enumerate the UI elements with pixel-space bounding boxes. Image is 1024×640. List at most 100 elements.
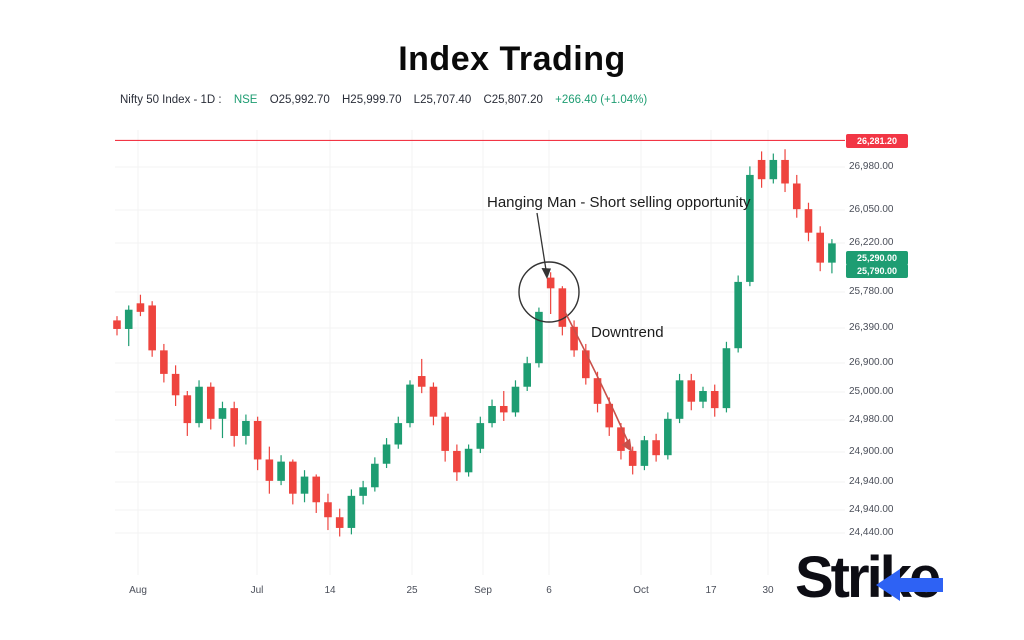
candle-body [253,420,262,460]
y-tick-label: 25,000.00 [849,386,894,397]
candle [441,412,449,462]
candle-body [570,326,578,351]
candle-body [124,309,133,329]
candle [218,401,227,439]
candle [757,151,766,188]
candle [242,414,250,445]
candle-body [289,461,297,494]
candle-body [195,386,203,424]
annotation-downtrend: Downtrend [591,324,664,341]
candle-body [300,476,309,494]
candle [347,489,356,535]
candle [417,358,426,394]
x-tick-label: 30 [762,585,774,596]
candle-body [699,391,707,402]
x-tick-label: Jul [250,585,264,596]
candle-body [828,243,836,263]
candle-body [582,350,590,379]
price-change: +266.40 (+1.04%) [555,94,648,106]
candle [804,202,813,242]
annotation-arrow [536,212,547,271]
x-tick-label: Sep [474,585,492,596]
symbol-header: Nifty 50 Index - 1D : NSE O25,992.70 H25… [120,94,656,106]
candle [605,397,614,436]
candle [230,401,238,447]
candle [335,508,344,537]
y-tick-label: 25,780.00 [849,286,894,297]
y-tick-label: 26,220.00 [849,237,894,248]
x-tick-label: 17 [705,585,717,596]
y-tick-label: 26,050.00 [849,204,894,215]
candle-body [628,450,637,466]
candle-body [394,423,403,445]
candle [781,149,789,193]
downtrend-arrowhead [621,438,632,452]
candle [523,356,531,392]
candle [453,444,461,481]
candle-body [113,320,121,329]
y-tick-label: 26,900.00 [849,357,894,368]
ohlc-close: C25,807.20 [483,94,543,106]
candle-body [593,378,602,404]
candle-body [417,376,426,387]
candle [558,286,567,336]
candle-body [148,305,156,351]
candle-body [675,380,684,419]
candle [593,371,602,413]
candle-body [453,450,461,473]
candle-body [242,420,250,436]
ohlc-high: H25,999.70 [342,94,402,106]
candle [570,320,578,357]
candle [640,435,649,471]
x-tick-label: Oct [633,585,649,596]
candle-body [476,423,485,449]
candle [664,412,672,460]
candle [394,416,403,449]
candle [699,386,707,409]
candle [746,166,754,287]
candle [253,416,262,471]
candle-body [792,183,801,210]
candle [628,446,637,475]
candle [277,455,285,486]
candle-body [535,311,543,364]
page-title: Index Trading [398,40,626,78]
candle-body [160,350,168,374]
candle-body [312,476,321,503]
candle [687,373,696,411]
candle-body [464,448,473,473]
candle-body [324,502,332,518]
last-price-badge: 25,790.00 [846,264,908,278]
downtrend-line [563,309,630,445]
candle [816,226,824,272]
logo-e-wrap: e [875,546,943,610]
alert-price-badge: 26,281.20 [846,134,908,148]
candle-body [605,403,614,428]
candle-body [781,159,789,184]
candle [359,480,367,505]
candle-body [722,348,731,409]
candle-body [441,416,449,451]
candle [206,382,215,430]
hanging-man-candle [546,272,555,314]
logo-arrow-icon [875,569,943,601]
candle [499,391,508,421]
y-tick-label: 24,980.00 [849,414,894,425]
candle-body [488,405,496,424]
annotation-arrowhead [541,268,551,279]
candle-body [664,418,672,456]
candle [371,457,379,492]
candle [722,341,731,413]
candle-body [617,427,625,451]
annotation-hanging-man: Hanging Man - Short selling opportunity [487,194,751,211]
y-tick-label: 24,900.00 [849,446,894,457]
y-tick-label: 24,940.00 [849,476,894,487]
y-tick-label: 24,940.00 [849,504,894,515]
candle [324,493,332,531]
candle [148,301,156,357]
candle-body [406,384,414,424]
candle [113,316,121,336]
symbol-name: Nifty 50 Index - 1D : [120,94,222,106]
candle-body [640,440,649,466]
